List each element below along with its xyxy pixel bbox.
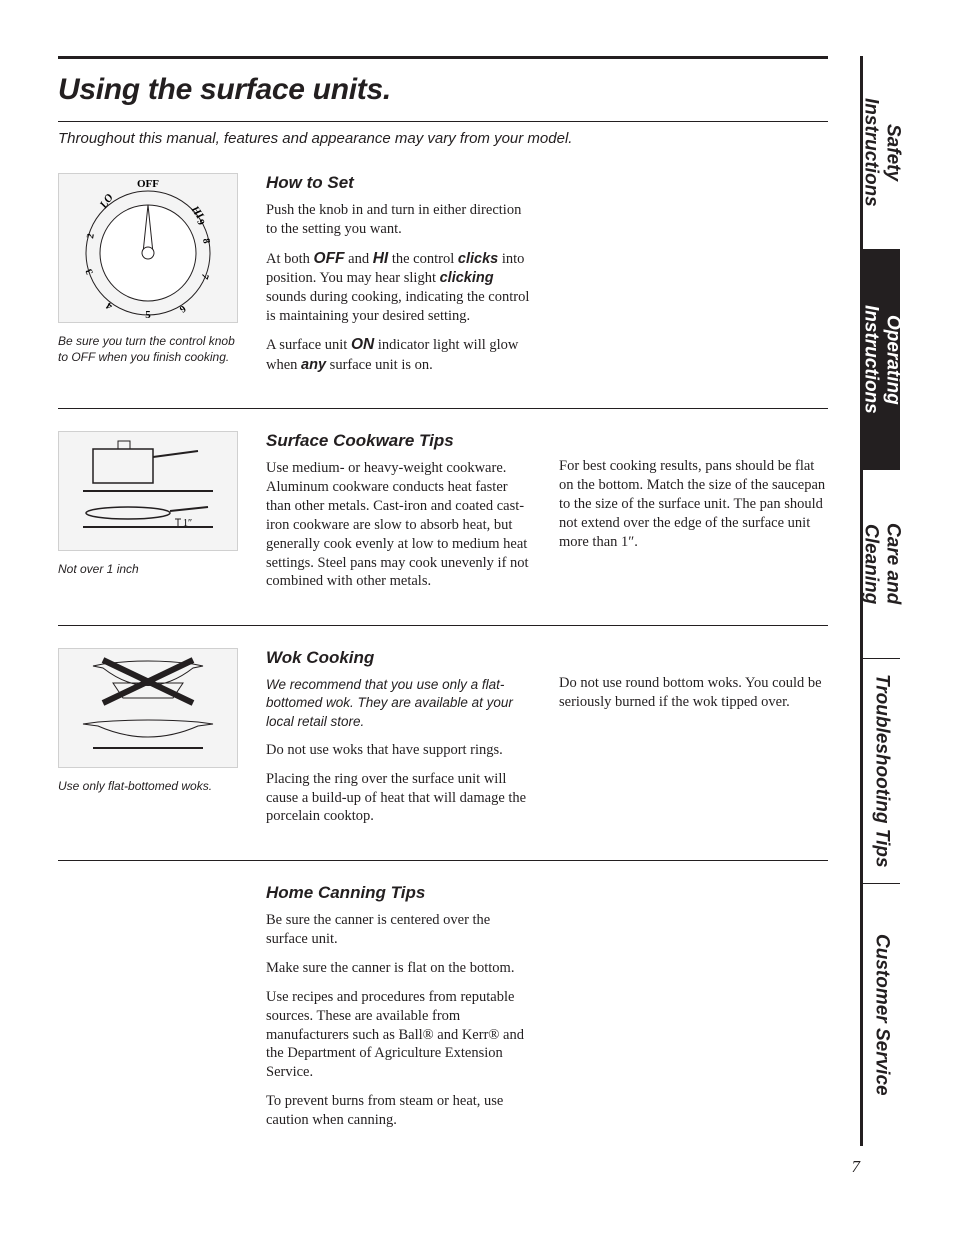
canning-p3: Use recipes and procedures from reputabl… [266,988,535,1082]
wok-icon [63,648,233,768]
wok-figure [58,648,238,768]
cookware-col2-p1: For best cooking results, pans should be… [559,457,828,551]
how-to-set-heading: How to Set [266,173,535,193]
top-rule [58,56,828,59]
cookware-figure: 1″ [58,431,238,551]
cookware-heading: Surface Cookware Tips [266,431,535,451]
wok-col1-p2: Placing the ring over the surface unit w… [266,770,535,827]
page-number: 7 [852,1157,861,1177]
section-divider-3 [58,860,828,861]
wok-caption: Use only flat-bottomed woks. [58,778,238,794]
canning-p2: Make sure the canner is flat on the bott… [266,959,535,978]
wok-intro: We recommend that you use only a flat-bo… [266,676,535,731]
saucepan-icon: 1″ [63,431,233,551]
section-how-to-set: OFF LO HI 2 3 4 5 6 7 8 9 Be sure you tu… [58,173,828,384]
how-to-set-p1: Push the knob in and turn in either dire… [266,201,535,239]
canning-p1: Be sure the canner is centered over the … [266,911,535,949]
tab-operating-instructions[interactable]: Operating Instructions [863,250,900,470]
svg-text:2: 2 [85,233,97,240]
knob-caption: Be sure you turn the control knob to OFF… [58,333,238,365]
cookware-caption: Not over 1 inch [58,561,238,577]
svg-text:1″: 1″ [183,518,192,529]
tab-troubleshooting-tips[interactable]: Troubleshooting Tips [863,659,900,883]
svg-text:8: 8 [200,238,212,245]
wok-col2-p1: Do not use round bottom woks. You could … [559,674,828,712]
section-tabs-sidebar: Safety Instructions Operating Instructio… [860,56,900,1146]
svg-text:4: 4 [104,300,114,312]
section-divider-1 [58,408,828,409]
section-cookware: 1″ Not over 1 inch Surface Cookware Tips… [58,431,828,601]
wok-heading: Wok Cooking [266,648,535,668]
cookware-col1-p1: Use medium- or heavy-weight cookware. Al… [266,459,535,591]
svg-text:5: 5 [145,309,151,321]
how-to-set-p2: At both OFF and HI the control clicks in… [266,249,535,326]
tab-customer-service[interactable]: Customer Service [863,884,900,1146]
svg-text:6: 6 [177,303,187,315]
section-canning: Home Canning Tips Be sure the canner is … [58,883,828,1139]
how-to-set-p3: A surface unit ON indicator light will g… [266,335,535,374]
canning-heading: Home Canning Tips [266,883,535,903]
canning-p4: To prevent burns from steam or heat, use… [266,1092,535,1130]
svg-text:OFF: OFF [137,178,159,190]
tab-safety-instructions[interactable]: Safety Instructions [863,56,900,250]
title-underline [58,121,828,122]
tab-care-and-cleaning[interactable]: Care and Cleaning [863,470,900,660]
page-title: Using the surface units. [58,73,828,107]
knob-figure: OFF LO HI 2 3 4 5 6 7 8 9 [58,173,238,323]
page-subtitle: Throughout this manual, features and app… [58,130,828,147]
knob-dial-icon: OFF LO HI 2 3 4 5 6 7 8 9 [63,173,233,323]
section-divider-2 [58,625,828,626]
wok-col1-p1: Do not use woks that have support rings. [266,741,535,760]
svg-text:LO: LO [97,192,116,212]
section-wok: Use only flat-bottomed woks. Wok Cooking… [58,648,828,836]
svg-text:3: 3 [84,267,96,275]
